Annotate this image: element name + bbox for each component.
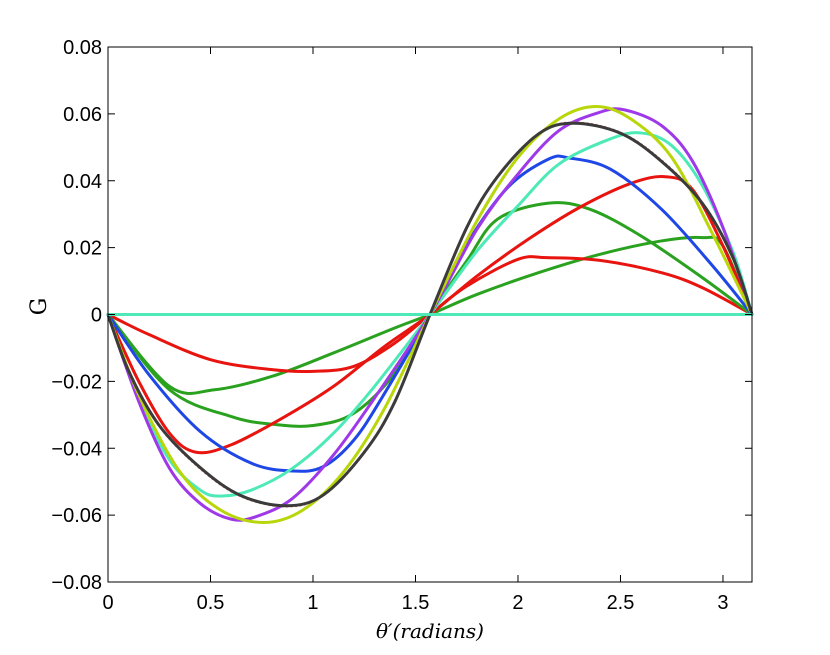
x-tick-label: 0.5 (197, 592, 225, 614)
x-tick-label: 3 (717, 592, 728, 614)
y-tick-label: 0 (91, 305, 102, 327)
x-tick-label: 2.5 (607, 592, 635, 614)
y-tick-label: 0.04 (63, 171, 102, 193)
y-tick-label: 0.02 (63, 238, 102, 260)
y-tick-label: −0.06 (51, 505, 102, 527)
x-tick-label: 1.5 (402, 592, 430, 614)
x-tick-label: 2 (512, 592, 523, 614)
ticks-layer: 0 0.5 1 1.5 2 2.5 3 −0.08 −0.06 −0.04 −0.02 0 0.02 0.… (51, 37, 752, 614)
y-tick-label: 0.06 (63, 104, 102, 126)
series-line-1 (106, 235, 754, 395)
series-layer (106, 105, 754, 524)
x-tick-label: 1 (307, 592, 318, 614)
x-axis-label: θ′(radians) (376, 619, 484, 643)
x-tick-label: 0 (102, 592, 113, 614)
y-axis-label: G (27, 298, 52, 316)
y-tick-label: 0.08 (63, 37, 102, 59)
y-tick-label: −0.02 (51, 371, 102, 393)
y-tick-label: −0.08 (51, 572, 102, 594)
y-tick-label: −0.04 (51, 438, 102, 460)
